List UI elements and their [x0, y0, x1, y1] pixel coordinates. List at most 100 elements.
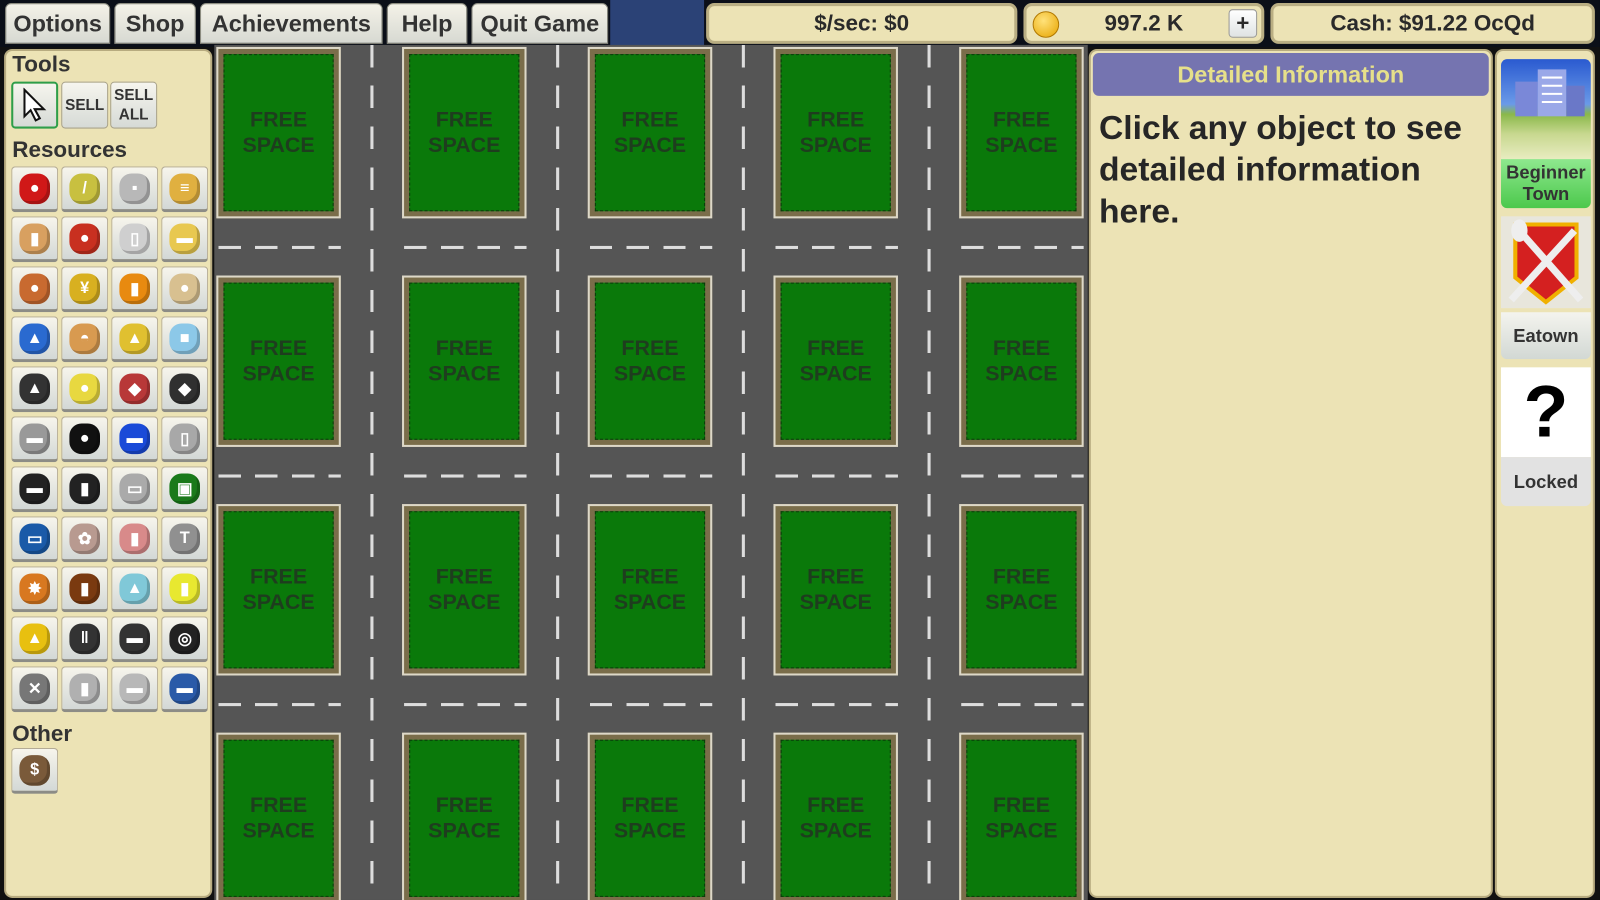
free-space-lot[interactable]: FREE SPACE	[587, 504, 713, 676]
free-space-lot[interactable]: FREE SPACE	[216, 504, 341, 676]
resource-yellow-thread[interactable]: ▮	[161, 566, 209, 613]
options-button[interactable]: Options	[5, 3, 111, 44]
pointer-tool[interactable]	[11, 81, 59, 129]
resource-apple[interactable]: ●	[11, 166, 59, 213]
free-space-lot[interactable]: FREE SPACE	[402, 275, 527, 447]
free-space-lot[interactable]: FREE SPACE	[402, 46, 527, 219]
milk-icon: ▯	[119, 222, 150, 254]
resource-silver-car[interactable]: ▬	[111, 666, 159, 713]
resource-flour[interactable]: ▮	[111, 266, 159, 313]
sell-tool[interactable]: SELL	[61, 81, 109, 129]
town-selector: Beginner Town Eatown ? Locked	[1494, 48, 1595, 898]
cash-balance: Cash: $91.22 OcQd	[1270, 3, 1595, 44]
resource-gas[interactable]: ▲	[11, 316, 59, 363]
resource-thread[interactable]: ▮	[111, 516, 159, 563]
free-space-label: FREE SPACE	[594, 282, 706, 440]
resource-oil[interactable]: ●	[61, 416, 109, 463]
resource-jacket[interactable]: ▮	[61, 566, 109, 613]
resource-sugar-cubes[interactable]: ▪	[111, 166, 159, 213]
lane-marking	[961, 703, 1084, 707]
resource-aluminum[interactable]: ▯	[161, 416, 209, 463]
free-space-lot[interactable]: FREE SPACE	[216, 732, 341, 900]
lane-marking	[589, 703, 713, 707]
free-space-label: FREE SPACE	[594, 511, 706, 669]
achievements-button[interactable]: Achievements	[199, 3, 383, 44]
resource-bread[interactable]: ●	[161, 266, 209, 313]
resource-shoe[interactable]: ▬	[111, 616, 159, 663]
other-stock-ticker[interactable]: $	[11, 747, 59, 794]
free-space-lot[interactable]: FREE SPACE	[959, 504, 1084, 676]
lane-marking	[589, 474, 713, 478]
free-space-lot[interactable]: FREE SPACE	[402, 504, 527, 676]
resource-car-seat[interactable]: ▮	[61, 666, 109, 713]
resource-egg[interactable]: ●	[11, 266, 59, 313]
resource-coal[interactable]: ▲	[11, 366, 59, 413]
resource-juice-carton[interactable]: ▮	[11, 216, 59, 263]
resource-butter[interactable]: ▬	[161, 216, 209, 263]
coal-icon: ▲	[19, 372, 50, 404]
resource-t-shirt[interactable]: T	[161, 516, 209, 563]
resource-chip[interactable]: ▮	[61, 466, 109, 513]
resource-computer[interactable]: ▭	[11, 516, 59, 563]
resource-plastic[interactable]: ▬	[111, 416, 159, 463]
resource-silicon-wafer[interactable]: ▬	[11, 466, 59, 513]
free-space-lot[interactable]: FREE SPACE	[773, 732, 898, 900]
quit-game-button[interactable]: Quit Game	[471, 3, 609, 44]
resource-wood[interactable]: ≡	[161, 166, 209, 213]
resource-tire[interactable]: ◎	[161, 616, 209, 663]
free-space-label: FREE SPACE	[409, 282, 520, 440]
free-space-lot[interactable]: FREE SPACE	[402, 732, 527, 900]
top-bar-fill	[610, 0, 705, 47]
free-space-lot[interactable]: FREE SPACE	[587, 46, 713, 219]
resource-circuit-board[interactable]: ▭	[111, 466, 159, 513]
free-space-lot[interactable]: FREE SPACE	[773, 504, 898, 676]
resource-rock[interactable]: ◆	[161, 366, 209, 413]
butter-icon: ▬	[169, 222, 200, 254]
resource-apple-juice[interactable]: ●	[61, 216, 109, 263]
resource-cpu[interactable]: ▣	[161, 466, 209, 513]
lane-marking	[218, 474, 341, 478]
resource-blue-car[interactable]: ▬	[161, 666, 209, 713]
resource-sugarcane[interactable]: /	[61, 166, 109, 213]
coin-balance: 997.2 K +	[1023, 3, 1265, 44]
help-button[interactable]: Help	[386, 3, 468, 44]
resource-ore[interactable]: ◆	[111, 366, 159, 413]
locked-town-button[interactable]: Locked	[1501, 457, 1591, 507]
lane-marking	[775, 245, 898, 249]
resource-lightbulb[interactable]: ●	[61, 366, 109, 413]
resource-cotton[interactable]: ✿	[61, 516, 109, 563]
resource-skirt[interactable]: ▲	[11, 616, 59, 663]
free-space-lot[interactable]: FREE SPACE	[587, 732, 713, 900]
free-space-lot[interactable]: FREE SPACE	[959, 46, 1084, 219]
resource-engine[interactable]: ✕	[11, 666, 59, 713]
beginner-town-button[interactable]: Beginner Town	[1501, 159, 1591, 209]
free-space-lot[interactable]: FREE SPACE	[959, 732, 1084, 900]
resource-wheat[interactable]: ¥	[61, 266, 109, 313]
free-space-lot[interactable]: FREE SPACE	[587, 275, 713, 447]
blue-car-icon: ▬	[169, 672, 200, 704]
free-space-lot[interactable]: FREE SPACE	[959, 275, 1084, 447]
free-space-lot[interactable]: FREE SPACE	[773, 275, 898, 447]
resource-milk[interactable]: ▯	[111, 216, 159, 263]
resource-glass[interactable]: ■	[161, 316, 209, 363]
spoon-fork-icon	[1508, 219, 1584, 305]
engine-icon: ✕	[19, 672, 50, 704]
buy-coins-button[interactable]: +	[1228, 9, 1258, 38]
beginner-town-image[interactable]	[1501, 59, 1591, 160]
lightbulb-icon: ●	[69, 372, 100, 404]
free-space-label: FREE SPACE	[780, 511, 891, 669]
resource-iron-ingot[interactable]: ▬	[11, 416, 59, 463]
free-space-lot[interactable]: FREE SPACE	[216, 275, 341, 447]
resource-pipes[interactable]: ‖	[61, 616, 109, 663]
resource-pie[interactable]: ◓	[61, 316, 109, 363]
resource-sand[interactable]: ▲	[111, 316, 159, 363]
sell-all-tool[interactable]: SELL ALL	[110, 81, 158, 129]
shop-button[interactable]: Shop	[114, 3, 196, 44]
city-map[interactable]: FREE SPACE FREE SPACE FREE SPACE FREE SPACE…	[214, 44, 1088, 900]
resource-chemicals[interactable]: ▲	[111, 566, 159, 613]
resource-leather[interactable]: ✸	[11, 566, 59, 613]
eatown-button[interactable]: Eatown	[1501, 312, 1591, 360]
free-space-lot[interactable]: FREE SPACE	[216, 46, 341, 219]
eatown-image[interactable]	[1501, 216, 1591, 309]
free-space-lot[interactable]: FREE SPACE	[773, 46, 898, 219]
